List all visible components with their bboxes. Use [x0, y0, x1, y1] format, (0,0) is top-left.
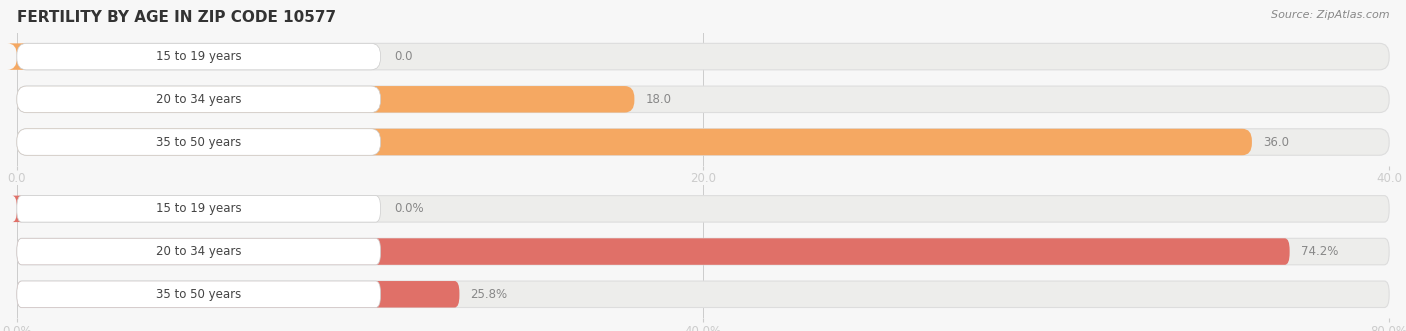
- FancyBboxPatch shape: [17, 281, 1389, 307]
- Text: 15 to 19 years: 15 to 19 years: [156, 202, 242, 215]
- FancyBboxPatch shape: [17, 238, 381, 265]
- Text: 0.0: 0.0: [394, 50, 413, 63]
- FancyBboxPatch shape: [17, 238, 1289, 265]
- FancyBboxPatch shape: [17, 43, 1389, 70]
- Text: 35 to 50 years: 35 to 50 years: [156, 135, 242, 149]
- Text: 20 to 34 years: 20 to 34 years: [156, 245, 242, 258]
- Text: 0.0%: 0.0%: [394, 202, 423, 215]
- FancyBboxPatch shape: [7, 43, 27, 70]
- Text: Source: ZipAtlas.com: Source: ZipAtlas.com: [1271, 10, 1389, 20]
- Text: 25.8%: 25.8%: [471, 288, 508, 301]
- FancyBboxPatch shape: [17, 43, 381, 70]
- FancyBboxPatch shape: [17, 281, 381, 307]
- FancyBboxPatch shape: [17, 281, 460, 307]
- Text: 74.2%: 74.2%: [1301, 245, 1339, 258]
- Text: 20 to 34 years: 20 to 34 years: [156, 93, 242, 106]
- FancyBboxPatch shape: [17, 129, 381, 155]
- FancyBboxPatch shape: [17, 86, 634, 113]
- FancyBboxPatch shape: [17, 129, 1251, 155]
- FancyBboxPatch shape: [13, 196, 21, 222]
- FancyBboxPatch shape: [17, 129, 1389, 155]
- Text: FERTILITY BY AGE IN ZIP CODE 10577: FERTILITY BY AGE IN ZIP CODE 10577: [17, 10, 336, 25]
- FancyBboxPatch shape: [17, 86, 1389, 113]
- FancyBboxPatch shape: [17, 196, 1389, 222]
- Text: 18.0: 18.0: [645, 93, 672, 106]
- FancyBboxPatch shape: [17, 196, 381, 222]
- Text: 15 to 19 years: 15 to 19 years: [156, 50, 242, 63]
- FancyBboxPatch shape: [17, 86, 381, 113]
- FancyBboxPatch shape: [17, 238, 1389, 265]
- Text: 35 to 50 years: 35 to 50 years: [156, 288, 242, 301]
- Text: 36.0: 36.0: [1263, 135, 1289, 149]
